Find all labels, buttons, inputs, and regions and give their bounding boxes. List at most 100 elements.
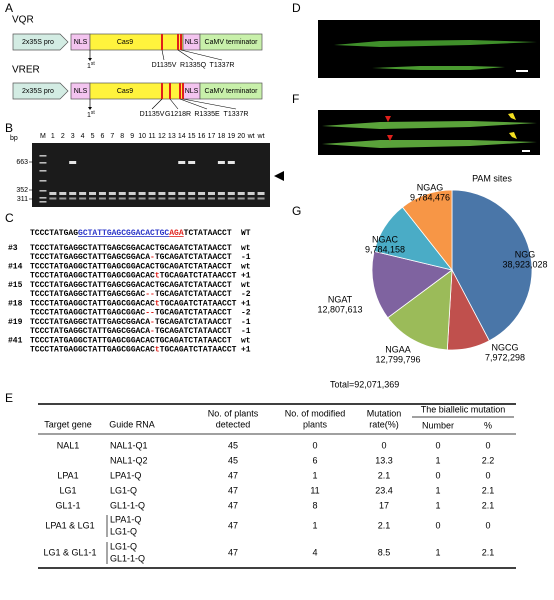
cas9-label: Cas9 [117,39,133,46]
sample-id: #18 [8,300,23,309]
lane-label: 15 [188,133,196,140]
sequence-note: WT [241,229,251,238]
table-cell: GL1-1-Q [110,553,145,563]
table-cell: 2.2 [482,455,495,465]
ladder-band [39,190,47,192]
sample-id: #41 [8,337,23,346]
gel-band [168,197,176,200]
gel-band [168,192,176,195]
table-cell: 17 [379,500,389,510]
mutation-site [161,34,163,50]
nls-label: NLS [185,88,199,95]
sequence-segment: TCCCTATGAGGCTATTGAGCGGACA [30,253,150,262]
leaf [322,140,537,148]
lane-label: 8 [120,133,124,140]
sequence-note: -1 [241,327,251,336]
table-cell: 2.1 [378,520,391,530]
table-cell: 47 [228,485,238,495]
panel-label: A [5,1,13,15]
sequence-segment: t [155,271,160,280]
table-header: No. of modified [285,408,346,418]
cas9-box [89,33,184,51]
gel-band [247,192,255,195]
gel-band [188,192,196,195]
sequence-segment: - [150,318,155,327]
gel-band [207,192,215,195]
lane-label: 19 [227,133,235,140]
sequence-note: -2 [241,290,251,299]
sample-sequence: TCCCTATGAGGCTATTGAGCGGAC--TGCAGATCTATAAC… [30,308,232,317]
slice-value: 7,972,298 [485,352,525,362]
construct-name: VQR [12,15,34,26]
lane-label: 3 [71,133,75,140]
panel-label: F [292,92,299,106]
sample-sequence: TCCCTATGAGGCTATTGAGCGGACACtTGCAGATCTATAA… [30,271,237,280]
gel-band [247,197,255,200]
lane-label: 14 [178,133,186,140]
table-header: % [484,420,492,430]
connector [182,98,237,110]
gel-band [49,192,57,195]
marker-arrow [385,116,391,122]
sequence-segment: TCCCTATGAGGCTATTGAGCGGACACTGCAGATCTATAAC… [30,281,232,290]
sequence-note: wt [241,244,251,253]
gel-band [178,161,186,164]
sequence-note: wt [241,337,251,346]
gel-band [59,197,67,200]
table-cell: 11 [310,485,319,495]
gel-band [59,192,67,195]
gel-band [148,197,156,200]
lane-label: 13 [168,133,176,140]
sequence-segment: TCCCTATGAGGCTATTGAGCGGACAC [30,271,155,280]
sample-sequence: TCCCTATGAGGCTATTGAGCGGACA-TGCAGATCTATAAC… [30,327,232,336]
sequence-segment: GCTATTGAGCGGACACTGC [78,229,169,238]
sequence-segment: TCCCTATGAGGCTATTGAGCGGACA [30,327,150,336]
sequence-note: wt [241,281,251,290]
sequence-segment: TCCCTATGAGGCTATTGAGCGGACACTGCAGATCTATAAC… [30,337,232,346]
table-header: The biallelic mutation [421,404,506,414]
table-cell: 45 [228,440,238,450]
sequence-segment: TCCCTATGAGGCTATTGAGCGGAC [30,290,145,299]
sequence-note: -2 [241,308,251,317]
table-cell: 0 [435,440,440,450]
table-cell: 13.3 [375,455,393,465]
gel-band [188,197,196,200]
mutation-label: R1335E [194,111,220,118]
sequence-segment: TGCAGATCTATAACCT [160,271,237,280]
sequence-segment: TCTATAACCT [184,229,232,238]
gel-band [89,197,97,200]
lane-label: 18 [217,133,225,140]
table-cell: 2.1 [482,485,495,495]
first-suffix: st [91,61,96,67]
table-cell: 2.1 [378,470,391,480]
cas9-label: Cas9 [117,88,133,95]
sequence-note: +1 [241,271,251,280]
leaf [334,40,537,47]
table-cell: 47 [228,500,238,510]
sequence-segment: TCCCTATGAGGCTATTGAGCGGACA [30,318,150,327]
mutation-site [179,83,181,99]
promoter-box [12,82,69,100]
mutation-site [180,34,182,50]
table-cell: LPA1-Q [110,514,141,524]
gel-band [158,197,166,200]
ladder-band [39,155,47,157]
mutation-label: D1135V [140,111,165,118]
lane-label: 6 [100,133,104,140]
gel-band [138,197,146,200]
sequence-segment: t [155,300,160,309]
marker-arrow [387,135,393,141]
slice-value: 9,784,476 [410,192,450,202]
connector [177,49,194,61]
gel-band [98,192,106,195]
slice-name: NGCG [492,342,519,352]
mutation-label: T1337R [224,111,249,118]
table-cell: 1 [312,520,317,530]
gel-band [138,192,146,195]
gel-band [198,192,206,195]
sequence-segment: TGCAGATCTATAACCT [155,290,232,299]
terminator-box [199,33,263,51]
table-cell: LG1-Q [110,485,137,495]
gel-band [118,197,126,200]
connector [169,98,179,110]
